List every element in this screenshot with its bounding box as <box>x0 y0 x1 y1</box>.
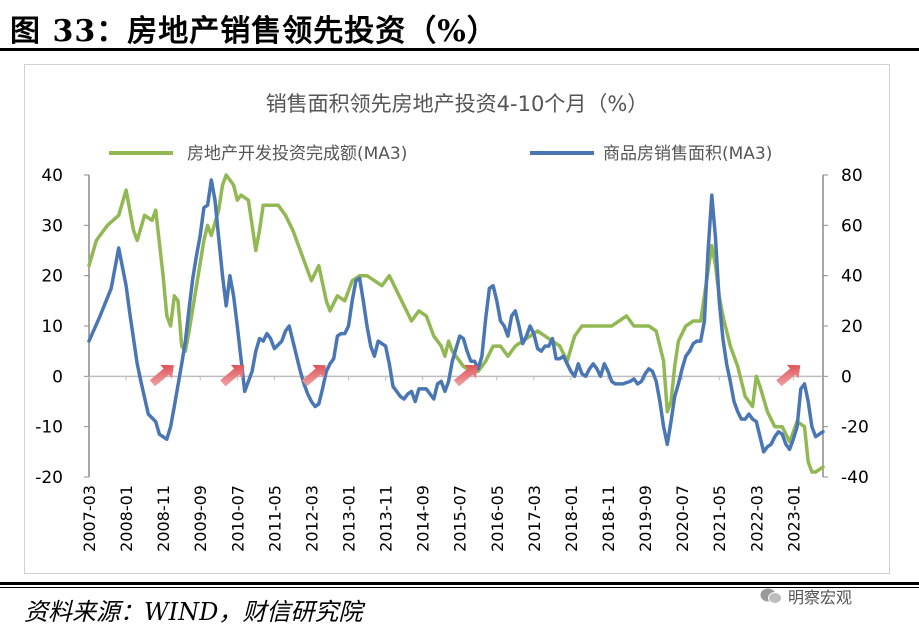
wechat-icon <box>760 587 782 605</box>
y-left-tick-label: 20 <box>41 267 63 287</box>
x-tick-label: 2019-09 <box>636 485 655 552</box>
x-tick-label: 2017-03 <box>525 485 544 552</box>
bottom-rule-thick <box>0 582 919 585</box>
x-tick-label: 2012-03 <box>302 485 321 552</box>
watermark-label: 明察宏观 <box>788 588 853 607</box>
y-right-tick-label: 60 <box>841 216 863 236</box>
x-tick-label: 2015-07 <box>451 485 470 552</box>
y-right-tick-label: -20 <box>841 418 869 438</box>
source-note: 资料来源：WIND，财信研究院 <box>24 598 363 626</box>
series-line-1 <box>87 173 825 474</box>
x-tick-label: 2010-07 <box>228 485 247 552</box>
figure-title: 图 33：房地产销售领先投资（%） <box>10 14 498 49</box>
y-left-tick-label: 10 <box>41 317 63 337</box>
annotation-arrow <box>301 364 326 387</box>
annotation-arrow-shape <box>776 364 801 387</box>
x-tick-label: 2018-01 <box>562 485 581 552</box>
x-tick-label: 2008-01 <box>117 485 136 552</box>
legend-label-1: 房地产开发投资完成额(MA3) <box>187 144 407 164</box>
series-line-2 <box>87 178 825 454</box>
y-left-tick-label: -10 <box>35 418 63 438</box>
x-tick-label: 2009-09 <box>191 485 210 552</box>
annotation-arrow-shape <box>453 364 478 387</box>
y-left-tick-label: 40 <box>41 166 63 186</box>
chart-frame: 销售面积领先房地产投资4-10个月（%） 房地产开发投资完成额(MA3) 商品房销售… <box>24 64 890 574</box>
x-tick-label: 2022-03 <box>747 485 766 552</box>
y-right-tick-label: 40 <box>841 267 863 287</box>
title-rule <box>0 48 919 51</box>
x-tick-label: 2011-05 <box>265 485 284 552</box>
y-right-tick-label: -40 <box>841 468 869 488</box>
y-left-tick-label: 30 <box>41 216 63 236</box>
annotation-arrow <box>220 364 245 387</box>
x-tick-label: 2014-09 <box>414 485 433 552</box>
bottom-rule-thin <box>0 587 919 588</box>
y-right-tick-label: 0 <box>841 367 852 387</box>
x-tick-label: 2013-01 <box>339 485 358 552</box>
x-tick-label: 2023-01 <box>784 485 803 552</box>
line-chart: 销售面积领先房地产投资4-10个月（%） 房地产开发投资完成额(MA3) 商品房销售… <box>35 92 869 552</box>
y-right-tick-label: 20 <box>841 317 863 337</box>
annotation-arrow-shape <box>149 364 174 387</box>
x-tick-label: 2020-07 <box>673 485 692 552</box>
x-tick-label: 2007-03 <box>80 485 99 552</box>
x-tick-label: 2016-05 <box>488 485 507 552</box>
x-tick-label: 2018-11 <box>599 485 618 552</box>
annotation-arrow <box>776 364 801 387</box>
x-tick-label: 2021-05 <box>710 485 729 552</box>
x-tick-label: 2008-11 <box>154 485 173 552</box>
x-tick-label: 2013-11 <box>377 485 396 552</box>
annotation-arrow-shape <box>220 364 245 387</box>
y-left-tick-label: -20 <box>35 468 63 488</box>
annotation-arrow <box>453 364 478 387</box>
chart-title: 销售面积领先房地产投资4-10个月（%） <box>266 92 649 116</box>
y-left-tick-label: 0 <box>52 367 63 387</box>
y-right-tick-label: 80 <box>841 166 863 186</box>
watermark: 明察宏观 <box>760 582 852 610</box>
legend-label-2: 商品房销售面积(MA3) <box>603 144 772 164</box>
annotation-arrow-shape <box>301 364 326 387</box>
annotation-arrow <box>149 364 174 387</box>
